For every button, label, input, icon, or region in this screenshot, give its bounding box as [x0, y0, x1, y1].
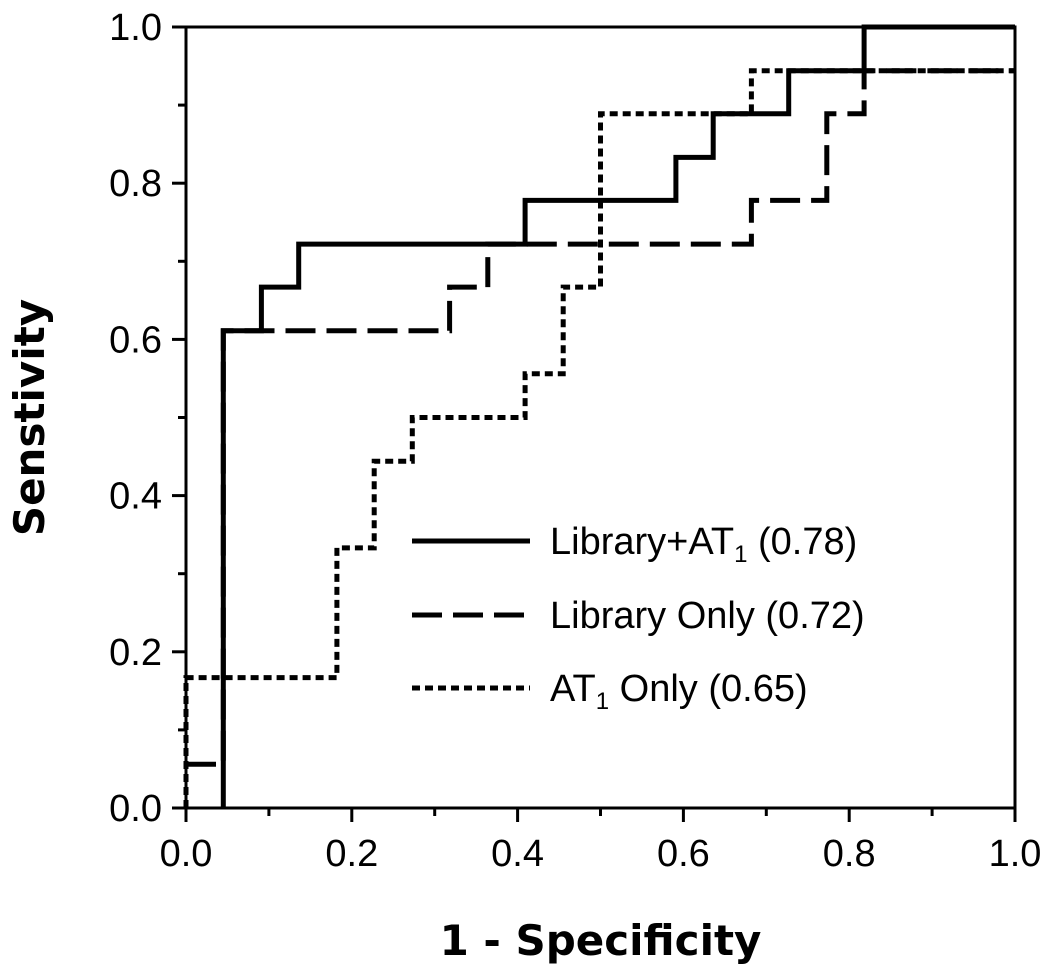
y-tick-label: 0.4 [109, 476, 162, 518]
series-line-3 [183, 68, 1015, 808]
x-axis-title: 1 - Specificity [440, 916, 762, 965]
y-tick-label: 0.2 [109, 632, 162, 674]
legend-label-2: Library Only (0.72) [550, 595, 865, 637]
ticks-layer: 0.0 0.2 0.4 0.6 0.8 1.0 0.0 0.2 0.4 0.6 0.8 1.0 [109, 7, 1041, 875]
y-tick-label: 0.0 [109, 788, 162, 830]
legend-label-1: Library+AT1 (0.78) [550, 521, 857, 568]
legend-label-3: AT1 Only (0.65) [550, 668, 808, 715]
series-layer [183, 24, 1015, 808]
x-tick-label: 0.4 [491, 833, 544, 875]
series-line-2 [186, 68, 1015, 767]
y-axis-title: Senstivity [5, 299, 54, 536]
legend: Library+AT1 (0.78) Library Only (0.72) AT1… [412, 521, 865, 715]
y-tick-label: 0.8 [109, 163, 162, 205]
y-tick-label: 1.0 [109, 7, 162, 49]
x-tick-label: 0.8 [823, 833, 876, 875]
x-tick-label: 0.2 [325, 833, 378, 875]
x-tick-label: 1.0 [989, 833, 1042, 875]
x-tick-label: 0.0 [160, 833, 213, 875]
y-tick-label: 0.6 [109, 319, 162, 361]
x-tick-label: 0.6 [657, 833, 710, 875]
